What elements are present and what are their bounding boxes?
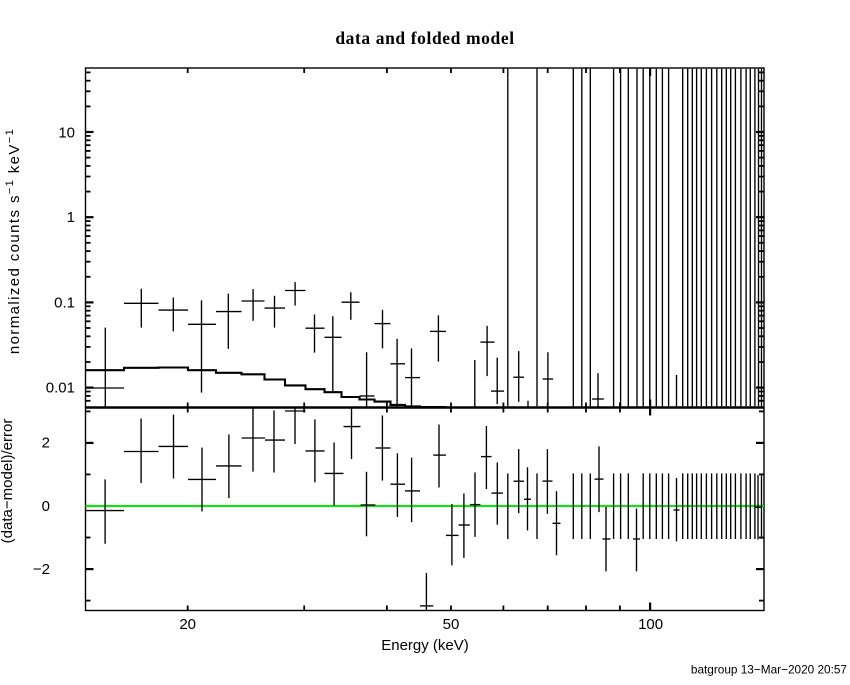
svg-text:data and folded model: data and folded model: [335, 28, 514, 48]
svg-text:50: 50: [443, 616, 460, 633]
svg-text:Energy (keV): Energy (keV): [381, 637, 469, 654]
svg-text:normalized counts s−1 keV−1: normalized counts s−1 keV−1: [4, 128, 23, 354]
svg-text:1: 1: [67, 209, 75, 226]
svg-text:2: 2: [42, 435, 50, 452]
svg-text:10: 10: [58, 124, 75, 141]
svg-text:−2: −2: [33, 561, 50, 578]
svg-text:0.1: 0.1: [54, 294, 75, 311]
svg-text:0: 0: [42, 498, 50, 515]
svg-text:100: 100: [638, 616, 663, 633]
svg-text:(data−model)/error: (data−model)/error: [0, 419, 16, 544]
svg-text:20: 20: [179, 616, 196, 633]
svg-text:0.01: 0.01: [46, 380, 75, 397]
svg-text:batgroup 13−Mar−2020 20:57: batgroup 13−Mar−2020 20:57: [691, 663, 847, 677]
